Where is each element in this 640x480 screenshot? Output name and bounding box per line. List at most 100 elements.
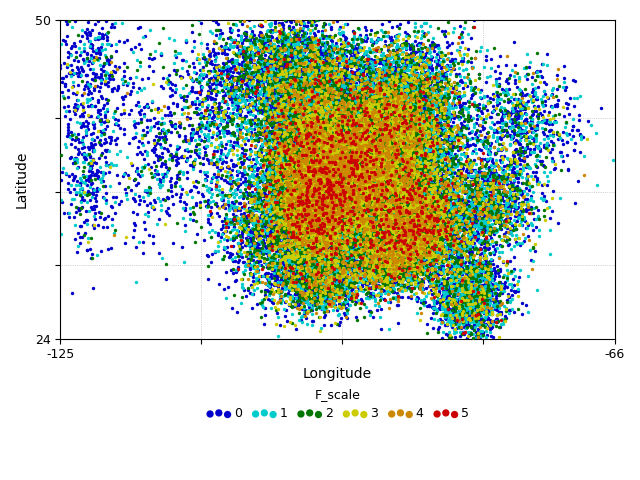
Point xyxy=(301,77,311,84)
Point xyxy=(271,189,281,197)
Point xyxy=(497,145,507,153)
Point xyxy=(415,214,426,222)
Point xyxy=(343,207,353,215)
Point xyxy=(314,73,324,81)
Point xyxy=(298,242,308,250)
Point xyxy=(348,144,358,152)
Point xyxy=(435,80,445,88)
Point xyxy=(425,251,435,259)
Point xyxy=(404,192,414,199)
Point xyxy=(399,141,410,148)
Point xyxy=(323,51,333,59)
Point xyxy=(411,240,421,248)
Point xyxy=(356,151,366,159)
Point xyxy=(324,197,334,205)
Point xyxy=(347,189,357,197)
Point xyxy=(279,141,289,148)
Point xyxy=(340,153,350,160)
Point xyxy=(426,238,436,245)
Point xyxy=(316,141,326,148)
Point xyxy=(472,290,482,298)
Point xyxy=(337,66,348,73)
Point xyxy=(397,174,408,181)
Point xyxy=(355,168,365,176)
Point xyxy=(372,190,382,197)
Point xyxy=(364,129,374,136)
Point xyxy=(122,36,132,44)
Point xyxy=(392,252,402,260)
Point xyxy=(389,115,399,122)
Point xyxy=(311,143,321,151)
Point xyxy=(437,284,447,291)
Point xyxy=(89,123,99,131)
Point xyxy=(348,123,358,131)
Point xyxy=(295,136,305,144)
Point xyxy=(301,59,311,66)
Point xyxy=(325,236,335,243)
Point xyxy=(409,185,419,193)
Point xyxy=(292,169,302,177)
Point xyxy=(346,150,356,157)
Point xyxy=(141,117,152,124)
Point xyxy=(385,139,396,147)
Point xyxy=(454,88,464,96)
Point xyxy=(253,72,264,79)
Point xyxy=(245,211,255,219)
Point xyxy=(397,229,407,237)
Point xyxy=(285,224,295,231)
Point xyxy=(314,254,324,262)
Point xyxy=(353,181,364,189)
Point xyxy=(438,269,448,276)
Point xyxy=(360,31,371,38)
Point xyxy=(319,209,329,216)
Point xyxy=(292,96,302,103)
Point xyxy=(306,38,316,46)
Point xyxy=(301,128,311,135)
Point xyxy=(321,152,332,159)
Point xyxy=(228,96,238,103)
Point xyxy=(341,212,351,219)
Point xyxy=(339,310,349,317)
Point xyxy=(319,258,329,266)
Point xyxy=(294,52,304,60)
Point xyxy=(345,144,355,152)
Point xyxy=(326,134,337,142)
Point xyxy=(292,284,303,291)
Point xyxy=(337,164,348,171)
Point xyxy=(286,221,296,229)
Point xyxy=(438,193,448,201)
Point xyxy=(359,225,369,232)
Point xyxy=(439,91,449,99)
Point xyxy=(380,110,390,118)
Point xyxy=(372,141,382,149)
Point xyxy=(399,224,409,231)
Point xyxy=(308,141,318,149)
Point xyxy=(287,189,298,196)
Point xyxy=(277,80,287,88)
Point xyxy=(308,218,319,226)
Point xyxy=(372,161,382,168)
Point xyxy=(306,140,316,147)
Point xyxy=(340,175,351,183)
Point xyxy=(545,214,556,222)
Point xyxy=(375,214,385,221)
Point xyxy=(530,172,540,180)
Point xyxy=(360,196,371,204)
Point xyxy=(378,197,388,204)
Point xyxy=(300,109,310,117)
Point xyxy=(317,110,327,118)
Point xyxy=(402,92,412,99)
Point xyxy=(493,110,504,118)
Point xyxy=(345,191,355,198)
Point xyxy=(449,168,460,175)
Point xyxy=(301,134,311,142)
Point xyxy=(340,157,350,165)
Point xyxy=(401,117,412,125)
Point xyxy=(260,287,270,294)
Point xyxy=(362,123,372,131)
Point xyxy=(262,235,273,243)
Point xyxy=(324,185,335,193)
Point xyxy=(287,173,298,180)
Point xyxy=(376,112,386,120)
Point xyxy=(317,203,327,211)
